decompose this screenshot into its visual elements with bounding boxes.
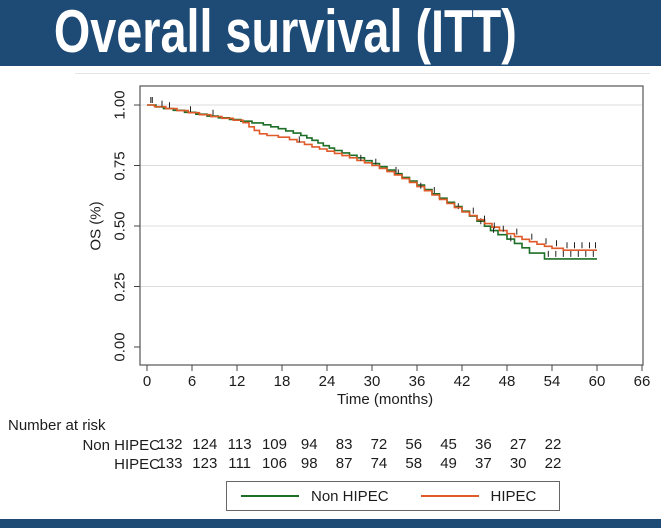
risk-count: 72 xyxy=(370,436,388,453)
risk-count: 22 xyxy=(544,436,562,453)
slide-title: Overall survival (ITT) xyxy=(53,0,517,65)
footer-bar xyxy=(0,519,661,528)
y-tick-label: 0.25 xyxy=(111,271,129,302)
x-tick-label: 42 xyxy=(453,373,471,390)
legend-line-non-hipec xyxy=(241,495,299,497)
risk-count: 37 xyxy=(475,455,492,472)
x-tick-label: 60 xyxy=(588,373,606,390)
risk-count: 87 xyxy=(335,455,353,472)
y-tick-label: 0.00 xyxy=(111,332,129,362)
x-tick-label: 30 xyxy=(363,373,381,390)
risk-count: 106 xyxy=(261,455,287,472)
risk-count: 74 xyxy=(370,455,388,472)
x-tick-label: 0 xyxy=(142,373,152,390)
risk-count: 132 xyxy=(157,436,183,453)
risk-count: 36 xyxy=(475,436,492,453)
risk-row-label-non-hipec: Non HIPEC xyxy=(82,437,160,454)
risk-count: 124 xyxy=(192,436,218,453)
risk-count: 58 xyxy=(405,455,423,472)
x-tick-label: 24 xyxy=(318,373,336,390)
y-axis-label: OS (%) xyxy=(87,201,105,251)
km-curve-hipec xyxy=(147,104,597,251)
risk-count: 133 xyxy=(157,455,183,472)
y-tick-label: 1.00 xyxy=(111,90,129,120)
risk-count: 113 xyxy=(227,436,252,453)
x-tick-label: 36 xyxy=(408,373,426,390)
risk-row-label-hipec: HIPEC xyxy=(114,456,160,473)
legend: Non HIPEC HIPEC xyxy=(226,481,560,511)
graph-top-border xyxy=(75,73,650,74)
risk-count: 109 xyxy=(261,436,287,453)
x-tick-label: 6 xyxy=(187,373,197,390)
y-tick-label: 0.75 xyxy=(111,150,129,181)
risk-table-title: Number at risk xyxy=(8,417,106,434)
risk-count: 49 xyxy=(440,455,457,472)
risk-count: 83 xyxy=(335,436,353,453)
slide-title-banner: Overall survival (ITT) xyxy=(0,0,661,66)
x-axis-label: Time (months) xyxy=(336,391,434,408)
risk-count: 94 xyxy=(300,436,318,453)
risk-count: 45 xyxy=(440,436,457,453)
risk-count: 22 xyxy=(544,455,562,472)
risk-count: 123 xyxy=(192,455,218,472)
x-tick-label: 66 xyxy=(633,373,651,390)
km-curve-non-hipec xyxy=(147,104,597,260)
risk-count: 30 xyxy=(509,455,527,472)
legend-label-non-hipec: Non HIPEC xyxy=(311,487,389,505)
x-tick-label: 54 xyxy=(543,373,561,390)
legend-label-hipec: HIPEC xyxy=(490,487,537,505)
risk-count: 27 xyxy=(509,436,527,453)
x-tick-label: 18 xyxy=(273,373,291,390)
risk-count: 56 xyxy=(405,436,423,453)
risk-count: 111 xyxy=(228,455,252,472)
risk-count: 98 xyxy=(300,455,318,472)
x-tick-label: 48 xyxy=(498,373,516,390)
y-tick-label: 0.50 xyxy=(111,211,129,241)
legend-line-hipec xyxy=(420,495,479,497)
x-tick-label: 12 xyxy=(228,373,246,390)
